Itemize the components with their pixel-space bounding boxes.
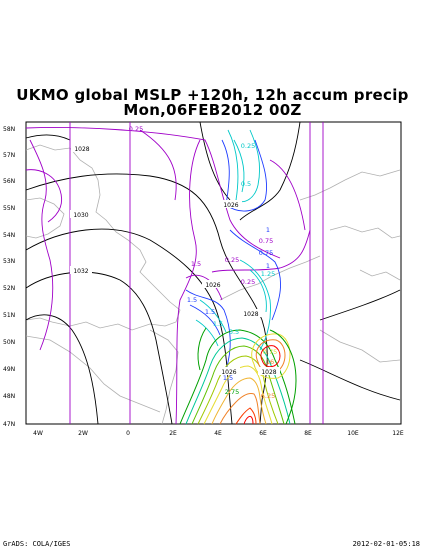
lon-label: 2W: [78, 430, 88, 437]
isobar-label: 1026: [223, 202, 238, 209]
lon-label: 10E: [347, 430, 359, 437]
lon-label: 6E: [259, 430, 267, 437]
precip-label: 0.5: [241, 180, 251, 188]
precip-label: 1: [266, 226, 270, 234]
lat-label: 47N: [3, 421, 15, 428]
isobar-label: 1028: [74, 146, 89, 153]
lon-label: 4E: [214, 430, 222, 437]
lat-label: 56N: [3, 178, 15, 185]
lat-label: 54N: [3, 232, 15, 239]
latitude-labels: 58N 57N 56N 55N 54N 53N 52N 51N 50N 49N …: [3, 126, 15, 428]
lon-label: 12E: [392, 430, 404, 437]
lat-label: 48N: [3, 393, 15, 400]
precip-labels: 0.25 0.25 0.25 1.5 0.5 0.75 0.75 1 1.25 …: [129, 125, 277, 400]
lat-label: 51N: [3, 312, 15, 319]
lat-label: 50N: [3, 339, 15, 346]
coastlines: [25, 144, 401, 425]
precip-label: 1.5: [223, 374, 233, 382]
isobar-labels: 1028 1030 1032 1026 1026 1028 1026 1028: [70, 144, 280, 376]
precip-label: 1.25: [261, 270, 275, 278]
precip-label: 0.75: [259, 237, 273, 245]
map-frame: [25, 121, 402, 425]
precip-label: 0.75: [263, 348, 277, 356]
isobar-label: 1028: [261, 369, 276, 376]
lon-label: 4W: [33, 430, 43, 437]
footer-credit: GrADS: COLA/IGES: [3, 540, 71, 548]
longitude-labels: 4W 2W 0 2E 4E 6E 8E 10E 12E: [33, 430, 404, 437]
precip-contours-blue: [185, 139, 282, 371]
isobar-label: 1032: [73, 268, 88, 275]
lat-label: 52N: [3, 285, 15, 292]
lat-label: 53N: [3, 258, 15, 265]
lon-label: 0: [126, 430, 130, 437]
map-title-line1: UKMO global MSLP +120h, 12h accum precip: [16, 86, 409, 104]
precip-label: 0.25: [241, 142, 255, 150]
lat-label: 49N: [3, 366, 15, 373]
precip-label: 6.25: [261, 392, 275, 400]
lat-label: 57N: [3, 152, 15, 159]
precip-label: 1.5: [191, 260, 201, 268]
precip-label: 0.75: [259, 249, 273, 257]
map-title-line2: Mon,06FEB2012 00Z: [123, 101, 302, 119]
precip-core: [179, 327, 297, 425]
precip-label: 0.25: [241, 278, 255, 286]
footer-timestamp: 2012-02-01-05:18: [352, 540, 420, 548]
precip-label: 1.5: [205, 308, 215, 316]
isobar-label: 1026: [205, 282, 220, 289]
isobar-label: 1028: [243, 311, 258, 318]
precip-label: 3.5: [229, 328, 239, 336]
isobar-label: 1030: [73, 212, 88, 219]
precip-contours-cyan: [195, 129, 271, 351]
lon-label: 2E: [169, 430, 177, 437]
lat-label: 58N: [3, 126, 15, 133]
lat-label: 55N: [3, 205, 15, 212]
precip-label: 16: [266, 358, 274, 366]
precip-label: 0.25: [129, 125, 143, 133]
precip-label: 0.25: [225, 256, 239, 264]
precip-label: 1.5: [213, 320, 223, 328]
precip-label: 1.5: [187, 296, 197, 304]
precip-label: 2.75: [225, 388, 239, 396]
isobar-label: 1026: [221, 369, 236, 376]
precip-label: 1: [266, 262, 270, 270]
lon-label: 8E: [304, 430, 312, 437]
isobars: [25, 121, 401, 425]
